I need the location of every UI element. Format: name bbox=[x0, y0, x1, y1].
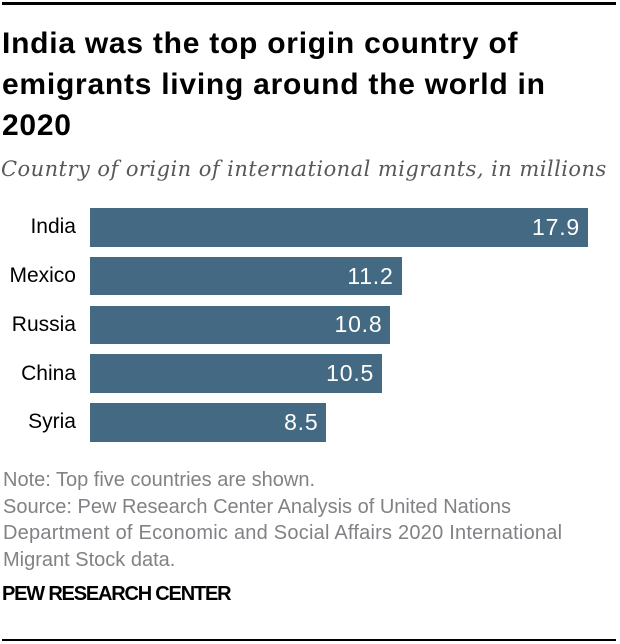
title-line-1: India was the top origin country of bbox=[2, 27, 519, 60]
bar-row-china: China 10.5 bbox=[0, 354, 620, 393]
category-label-syria: Syria bbox=[28, 410, 76, 434]
bar-syria: 8.5 bbox=[90, 403, 327, 442]
value-label-china: 10.5 bbox=[326, 360, 375, 387]
pew-research-center-wordmark: PEW RESEARCH CENTER bbox=[2, 583, 232, 605]
title-line-3: 2020 bbox=[2, 109, 72, 142]
category-label-india: India bbox=[30, 215, 76, 239]
chart-subtitle: Country of origin of international migra… bbox=[1, 157, 607, 181]
title-line-2: emigrants living around the world in bbox=[2, 68, 546, 101]
bar-mexico: 11.2 bbox=[90, 256, 402, 296]
bar-row-syria: Syria 8.5 bbox=[0, 403, 620, 442]
bottom-rule bbox=[2, 639, 616, 641]
bar-row-mexico: Mexico 11.2 bbox=[0, 256, 620, 296]
note-line-2: Source: Pew Research Center Analysis of … bbox=[3, 495, 512, 518]
bar-russia: 10.8 bbox=[90, 305, 391, 345]
chart-title: India was the top origin country of emig… bbox=[2, 23, 546, 146]
top-rule bbox=[2, 2, 616, 5]
value-label-russia: 10.8 bbox=[334, 311, 383, 338]
value-label-mexico: 11.2 bbox=[347, 262, 394, 289]
note-line-3: Department of Economic and Social Affair… bbox=[3, 522, 563, 544]
bar-row-india: India 17.9 bbox=[0, 208, 620, 247]
note-line-1: Note: Top five countries are shown. bbox=[3, 469, 316, 491]
category-label-china: China bbox=[21, 361, 76, 385]
bar-chart: India 17.9 Mexico 11.2 Russia 10.8 China… bbox=[0, 208, 620, 442]
category-label-russia: Russia bbox=[11, 312, 76, 336]
note-source-block: Note: Top five countries are shown. Sour… bbox=[3, 467, 562, 573]
value-label-syria: 8.5 bbox=[284, 408, 319, 435]
bar-china: 10.5 bbox=[90, 354, 383, 393]
bar-india: 17.9 bbox=[90, 208, 588, 247]
note-line-4: Migrant Stock data. bbox=[3, 548, 176, 571]
bar-row-russia: Russia 10.8 bbox=[0, 305, 620, 345]
category-label-mexico: Mexico bbox=[9, 264, 76, 288]
value-label-india: 17.9 bbox=[532, 213, 580, 240]
